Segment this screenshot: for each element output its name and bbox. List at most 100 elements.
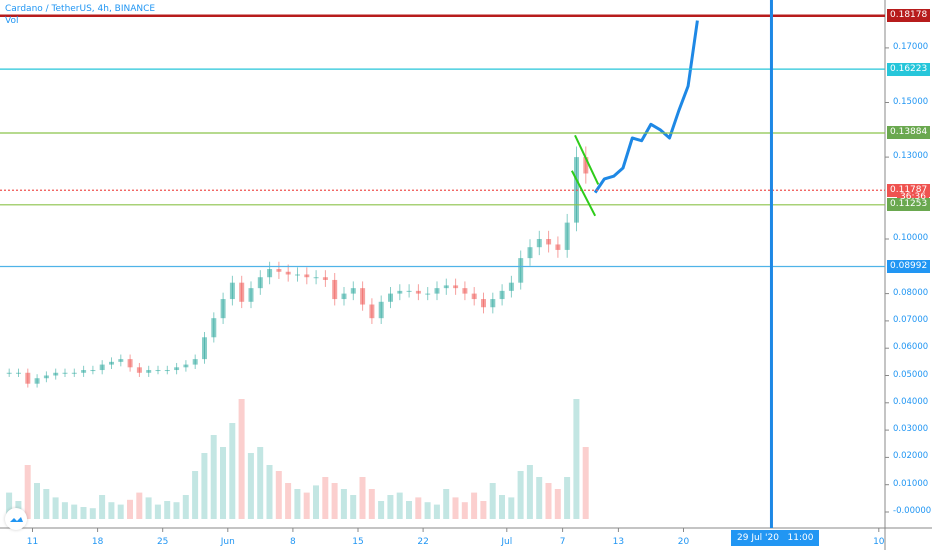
y-tick-label: 0.08000 (893, 287, 929, 298)
y-tick-label: 0.03000 (893, 424, 929, 435)
candle-body (425, 293, 431, 295)
candle-body (378, 301, 384, 319)
candle-body (583, 157, 589, 174)
volume-bar (340, 489, 347, 519)
volume-bar (406, 501, 412, 519)
candle-body (174, 367, 180, 371)
candle-body (462, 288, 468, 294)
candle-body (127, 359, 133, 368)
candle-body (6, 372, 12, 374)
candle-body (341, 293, 347, 300)
y-tick-label: 0.04000 (893, 396, 929, 407)
volume-bar (127, 499, 133, 519)
price-level-badge: 0.16223 (887, 62, 931, 76)
volume-bar (6, 492, 13, 519)
y-tick-label: 0.01000 (893, 478, 929, 489)
volume-bar (247, 453, 254, 519)
y-tick-label: 0.10000 (893, 233, 929, 243)
volume-bar (313, 485, 319, 519)
candle-body (248, 288, 254, 302)
candle-body (481, 299, 486, 308)
volume-bar (136, 492, 143, 519)
candle-body (434, 288, 440, 294)
candle-body (164, 370, 170, 372)
volume-bar (43, 489, 50, 519)
volume-bar (396, 492, 403, 519)
candle-body (443, 285, 449, 289)
price-level-badge: 0.13884 (887, 126, 931, 140)
volume-bar (424, 502, 431, 519)
candle-body (25, 372, 31, 384)
x-tick-label: Jun (220, 537, 235, 547)
candle-body (555, 244, 561, 250)
candle-body (71, 372, 77, 374)
candle-body (453, 285, 459, 289)
x-tick-label: 25 (156, 537, 169, 547)
candle-body (471, 293, 477, 300)
candle-body (536, 239, 542, 248)
candle-body (34, 378, 40, 384)
candle-body (229, 282, 235, 300)
volume-bar (471, 492, 478, 519)
candle-body (53, 372, 59, 376)
volume-bar (517, 471, 524, 519)
x-tick-label: 13 (612, 537, 625, 547)
volume-bar (182, 495, 189, 519)
volume-bar (303, 492, 310, 519)
candle-body (109, 361, 114, 365)
candle-body (518, 258, 524, 283)
volume-bar (545, 483, 552, 519)
candle-body (267, 269, 273, 278)
y-tick-label: -0.00000 (893, 506, 932, 516)
volume-bar (350, 495, 357, 519)
candle-body (322, 277, 328, 280)
volume-bar (201, 453, 208, 519)
cloud-logo-icon (10, 517, 23, 522)
volume-bar (359, 477, 366, 519)
candle-body (276, 269, 282, 272)
flag-trend-line (571, 170, 597, 217)
volume-bar (24, 465, 31, 519)
volume-bar (108, 502, 115, 519)
candle-body (295, 274, 300, 276)
volume-label: Vol (5, 16, 19, 26)
candle-body (304, 274, 310, 278)
candle-body (136, 367, 142, 373)
symbol-title: Cardano / TetherUS, 4h, BINANCE (5, 4, 156, 14)
candle-body (406, 290, 412, 292)
candle-body (239, 282, 245, 302)
volume-bar (89, 508, 96, 519)
volume-bar (238, 399, 245, 519)
volume-bar (331, 483, 338, 519)
candle-body (90, 370, 96, 372)
x-tick-label: 10 (873, 537, 885, 547)
volume-bar (499, 495, 505, 519)
volume-bar (480, 501, 487, 519)
flag-trend-line (574, 134, 600, 185)
volume-bar (564, 477, 571, 519)
volume-bar (220, 447, 226, 519)
candle-body (192, 359, 198, 365)
tradingview-logo[interactable] (5, 508, 27, 530)
volume-bar (257, 447, 264, 519)
volume-bar (275, 471, 282, 519)
volume-bar (164, 501, 171, 519)
y-tick-label: 0.05000 (893, 369, 929, 380)
volume-bar (117, 504, 124, 519)
volume-bar (554, 489, 561, 519)
x-tick-label: 18 (91, 537, 104, 547)
candle-body (499, 290, 505, 300)
volume-bar (71, 504, 78, 519)
candle-body (99, 364, 105, 371)
volume-bar (415, 497, 422, 519)
candle-body (332, 279, 338, 300)
y-tick-label: 0.17000 (893, 41, 929, 52)
volume-bar (461, 502, 468, 519)
volume-bar (294, 489, 301, 519)
candle-body (81, 370, 87, 373)
volume-bar (34, 483, 40, 519)
x-tick-label: 20 (677, 537, 690, 547)
x-tick-label: 22 (417, 537, 429, 547)
price-level-badge: 0.11787 (887, 183, 931, 197)
